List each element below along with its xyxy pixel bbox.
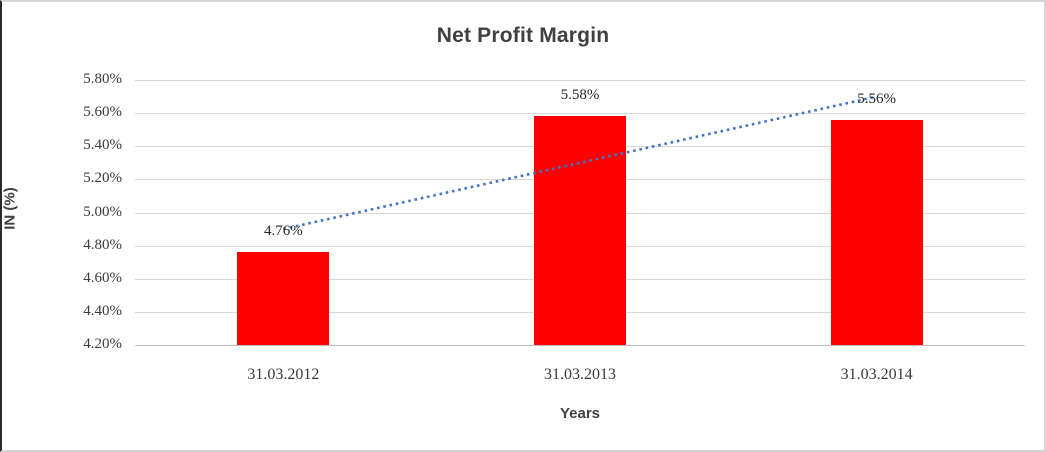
chart-title: Net Profit Margin [436,24,610,47]
y-tick-label: 5.80% [83,71,122,87]
y-tick-label: 4.80% [83,236,122,253]
x-tick-label: 31.03.2012 [247,366,320,383]
y-tick-label: 4.40% [83,302,122,319]
x-tick-label: 31.03.2013 [544,366,616,383]
x-axis-title: Years [559,405,601,422]
y-tick-label: 5.40% [83,137,122,154]
bar-data-label: 5.58% [560,87,600,104]
bar-31.03.2014 [830,119,923,345]
x-tick-label: 31.03.2014 [840,366,913,383]
gridline [135,113,1025,115]
gridline [135,345,1025,346]
gridline [135,80,1025,81]
y-tick-label: 5.60% [83,104,122,121]
y-tick-label: 5.20% [83,170,122,187]
bar-data-label: 4.76% [263,223,303,240]
bar-data-label: 5.56% [857,90,897,107]
y-axis-title: IN (%) [1,187,19,230]
bar-31.03.2012 [237,252,330,345]
bar-31.03.2013 [534,116,626,345]
y-tick-label: 5.00% [83,203,122,220]
y-tick-label: 4.20% [83,336,122,352]
y-tick-label: 4.60% [83,269,122,286]
